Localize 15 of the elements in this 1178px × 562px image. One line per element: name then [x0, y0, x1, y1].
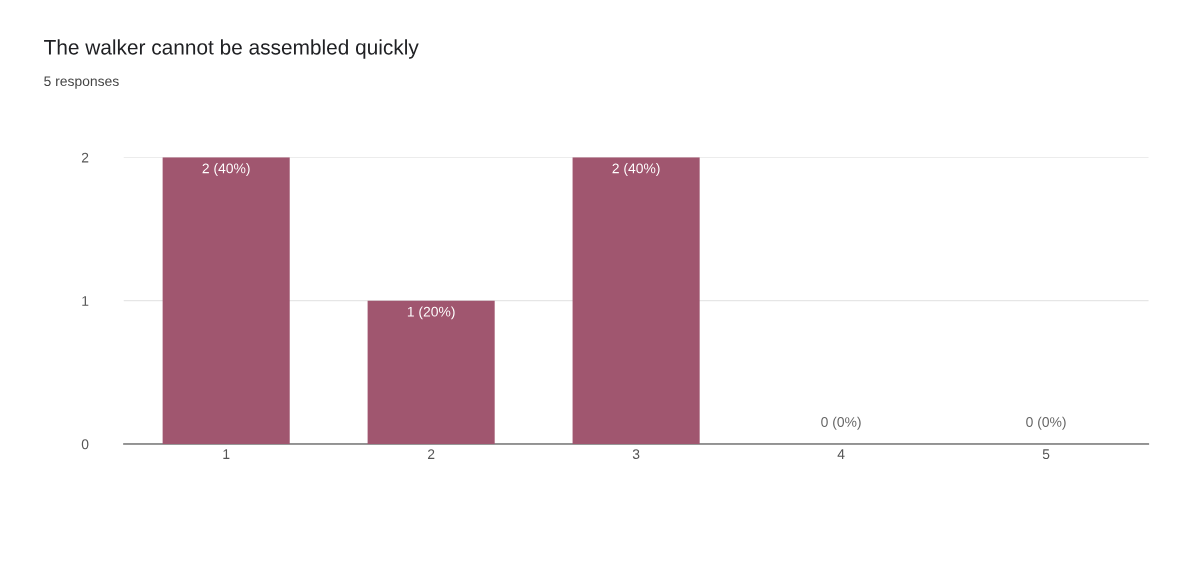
y-tick-label: 0: [81, 439, 89, 450]
x-tick-label: 2: [427, 449, 435, 459]
x-tick-label: 4: [837, 449, 845, 459]
x-tick-label: 5: [1042, 449, 1050, 460]
data-label: 2 (40%): [612, 163, 660, 177]
chart-title: The walker cannot be assembled quickly: [44, 39, 419, 59]
data-label: 2 (40%): [202, 163, 250, 177]
y-tick-label: 1: [82, 296, 89, 306]
data-label: 1 (20%): [407, 306, 455, 320]
data-label: 0 (0%): [1026, 416, 1066, 430]
x-tick-label: 1: [223, 449, 230, 459]
x-tick-label: 3: [632, 449, 640, 460]
data-label: 0 (0%): [821, 416, 861, 430]
chart-subtitle: 5 responses: [44, 76, 119, 89]
y-tick-label: 2: [81, 152, 89, 163]
